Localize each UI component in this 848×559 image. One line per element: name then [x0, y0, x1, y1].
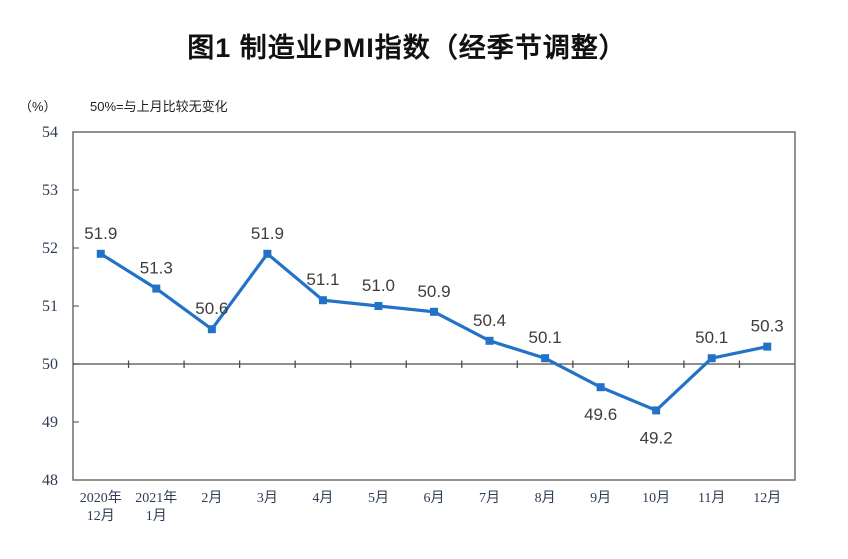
chart-title: 图1 制造业PMI指数（经季节调整） [187, 33, 627, 63]
data-point-marker [207, 325, 216, 334]
data-point-label: 51.0 [362, 276, 395, 295]
data-point-marker [318, 296, 327, 305]
x-axis-category-label: 5月 [368, 490, 389, 506]
pmi-data-line [99, 251, 768, 413]
data-point-marker [541, 354, 550, 363]
data-point-marker [374, 302, 383, 310]
data-point-label: 50.6 [195, 299, 228, 318]
x-axis-category-label: 11月 [698, 490, 725, 506]
y-axis-tick-label: 49 [42, 414, 58, 431]
x-axis-category-label: 3月 [257, 490, 278, 506]
y-axis-tick-label: 53 [42, 182, 58, 199]
y-axis-tick-label: 48 [42, 472, 58, 489]
x-axis-category-label: 4月 [312, 490, 333, 506]
x-axis-category-label: 2月 [201, 490, 222, 506]
x-axis-category-label: 8月 [535, 490, 556, 506]
data-point-label: 49.6 [584, 405, 617, 424]
data-point-marker [485, 336, 494, 345]
x-axis-category-label: 2020年 12月 [80, 490, 122, 524]
x-axis-category-label: 2021年 1月 [135, 490, 177, 524]
data-point-label: 50.3 [751, 317, 784, 336]
y-axis-tick-label: 52 [42, 240, 58, 257]
data-point-marker [96, 249, 105, 258]
data-point-marker [430, 307, 438, 316]
x-axis-category-label: 12月 [753, 490, 781, 506]
x-axis-category-label: 9月 [590, 490, 611, 506]
data-point-marker [152, 284, 161, 293]
data-point-marker [263, 249, 272, 258]
data-point-label: 50.4 [473, 311, 506, 330]
data-point-marker [652, 406, 661, 415]
data-point-marker [707, 354, 716, 363]
data-point-marker [763, 342, 772, 351]
data-point-label: 50.1 [695, 328, 728, 347]
x-axis-category-label: 6月 [424, 490, 445, 506]
y-axis-tick-label: 54 [42, 124, 58, 141]
data-point-label: 49.2 [640, 428, 673, 447]
y-axis-tick-label: 51 [42, 298, 58, 315]
data-point-label: 51.9 [84, 224, 117, 243]
data-point-marker [596, 383, 605, 392]
reference-note: 50%=与上月比较无变化 [90, 99, 228, 114]
x-axis-category-label: 7月 [479, 490, 500, 506]
data-point-label: 51.9 [251, 224, 284, 243]
x-axis-category-label: 10月 [642, 490, 670, 506]
data-point-label: 51.3 [140, 259, 173, 278]
y-axis-unit-label: （%） [19, 99, 57, 114]
data-point-label: 50.1 [529, 328, 562, 347]
data-point-label: 51.1 [306, 270, 339, 289]
data-point-label: 50.9 [417, 282, 450, 301]
y-axis-tick-label: 50 [42, 356, 58, 373]
